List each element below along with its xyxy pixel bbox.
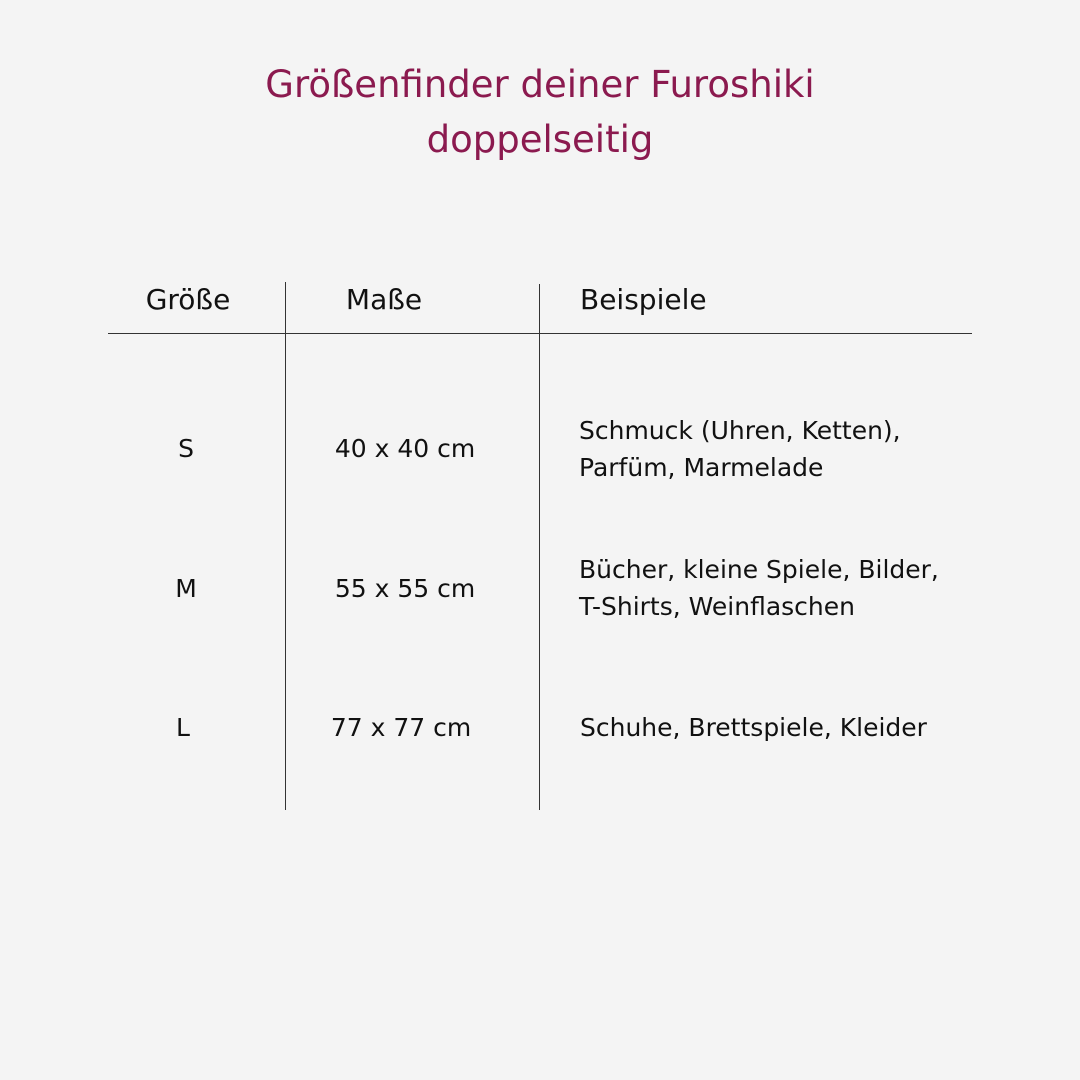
column-divider-2 — [539, 284, 540, 810]
column-divider-1 — [285, 282, 286, 810]
examples-cell-line: Schuhe, Brettspiele, Kleider — [580, 713, 927, 742]
header-dimensions: Maße — [345, 283, 423, 316]
examples-cell-line: T-Shirts, Weinflaschen — [579, 592, 855, 621]
page-subtitle: doppelseitig — [426, 118, 654, 161]
size-cell: L — [176, 713, 190, 742]
size-cell: S — [178, 434, 194, 463]
dimensions-cell: 55 x 55 cm — [334, 574, 476, 603]
examples-cell-line: Schmuck (Uhren, Ketten), — [579, 416, 901, 445]
header-divider — [108, 333, 972, 334]
dimensions-cell: 40 x 40 cm — [334, 434, 476, 463]
size-cell: M — [175, 574, 197, 603]
examples-cell-line: Bücher, kleine Spiele, Bilder, — [579, 555, 939, 584]
header-examples: Beispiele — [580, 283, 707, 316]
dimensions-cell: 77 x 77 cm — [330, 713, 472, 742]
examples-cell-line: Parfüm, Marmelade — [579, 453, 824, 482]
header-size: Größe — [145, 283, 231, 316]
page-title: Größenfinder deiner Furoshiki — [265, 63, 815, 106]
